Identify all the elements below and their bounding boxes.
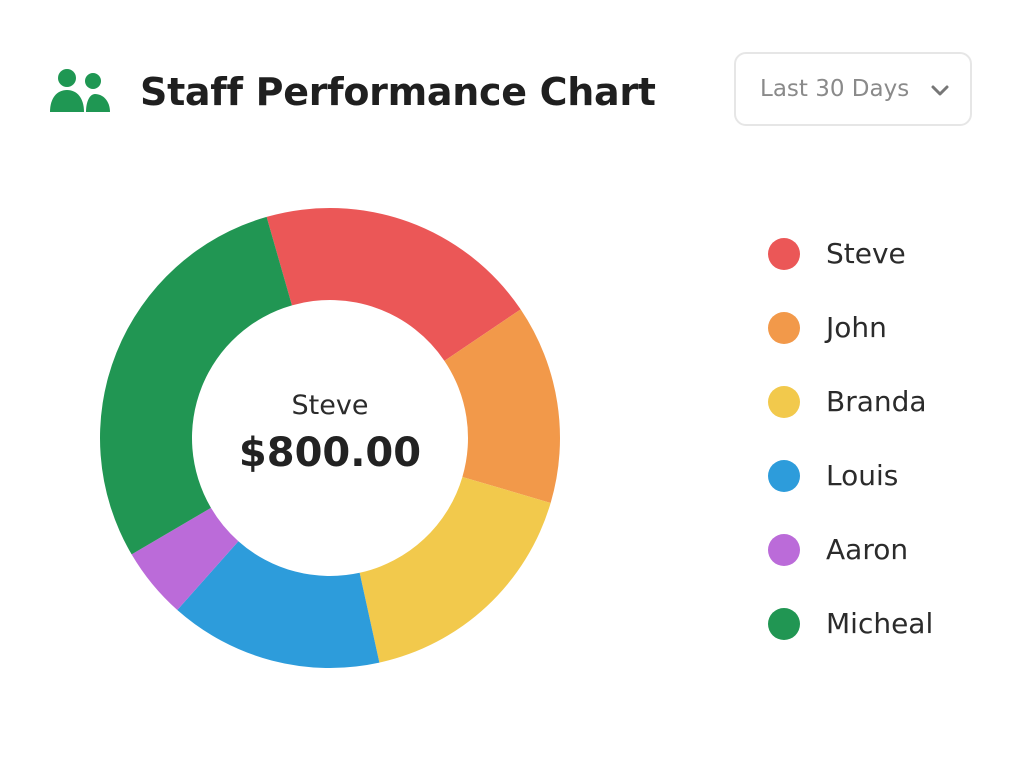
donut-slice-steve[interactable]	[266, 208, 521, 361]
legend-swatch	[768, 312, 800, 344]
legend-label: Louis	[826, 459, 899, 492]
legend-swatch	[768, 238, 800, 270]
donut-slice-micheal[interactable]	[99, 216, 292, 555]
page-title: Staff Performance Chart	[140, 70, 656, 114]
legend-item-aaron[interactable]: Aaron	[768, 528, 1008, 602]
legend-swatch	[768, 534, 800, 566]
legend-swatch	[768, 460, 800, 492]
donut-center-value: $800.00	[238, 430, 422, 476]
legend-label: John	[826, 311, 887, 344]
legend-item-louis[interactable]: Louis	[768, 454, 1008, 528]
legend-item-john[interactable]: John	[768, 306, 1008, 380]
legend-label: Aaron	[826, 533, 909, 566]
donut-chart	[99, 208, 560, 669]
legend-label: Micheal	[826, 607, 934, 640]
donut-slice-louis[interactable]	[177, 541, 380, 669]
date-range-select[interactable]: Last 30 Days	[734, 52, 972, 126]
legend-label: Steve	[826, 237, 906, 270]
donut-center-name: Steve	[291, 390, 369, 421]
chevron-down-icon	[931, 85, 949, 96]
legend-item-micheal[interactable]: Micheal	[768, 602, 1008, 676]
chart-legend: Steve John Branda Louis Aaron Micheal	[768, 232, 1008, 676]
legend-swatch	[768, 386, 800, 418]
donut-slice-john[interactable]	[444, 309, 560, 503]
donut-slice-aaron[interactable]	[131, 507, 239, 610]
legend-item-steve[interactable]: Steve	[768, 232, 1008, 306]
legend-label: Branda	[826, 385, 927, 418]
date-range-select-value: Last 30 Days	[760, 76, 910, 102]
users-icon	[50, 69, 110, 112]
donut-slice-branda[interactable]	[359, 476, 551, 663]
legend-swatch	[768, 608, 800, 640]
legend-item-branda[interactable]: Branda	[768, 380, 1008, 454]
